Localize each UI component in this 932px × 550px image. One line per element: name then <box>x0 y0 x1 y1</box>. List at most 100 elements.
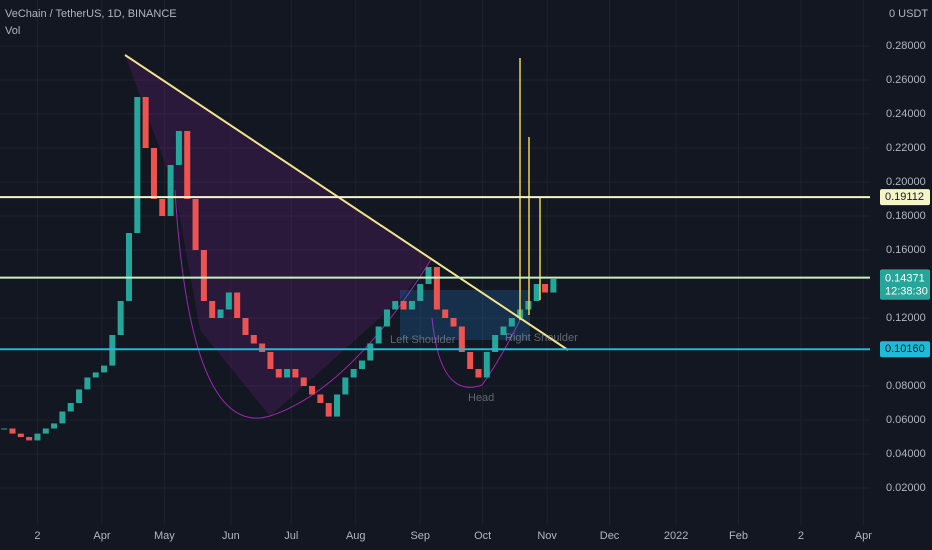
chart-title: VeChain / TetherUS, 1D, BINANCE <box>5 8 177 20</box>
y-tick-label: 0.26000 <box>886 74 926 86</box>
candle <box>417 284 424 302</box>
y-tick-label: 0.22000 <box>886 142 926 154</box>
level-label: 0.10160 <box>885 343 925 355</box>
candle <box>192 199 199 251</box>
candle <box>225 292 232 310</box>
candle <box>383 309 390 327</box>
x-tick-label: 2 <box>798 530 804 542</box>
candle <box>101 365 108 373</box>
price-box <box>880 269 930 300</box>
x-tick-label: Dec <box>600 530 620 542</box>
y-tick-label: 0.20000 <box>886 176 926 188</box>
annotation: Left Shoulder <box>390 334 456 346</box>
candle <box>209 301 216 319</box>
pattern-fill <box>125 55 432 416</box>
candle <box>284 369 291 378</box>
candle <box>350 369 357 378</box>
y-tick-label: 0.02000 <box>886 482 926 494</box>
level-label: 0.19112 <box>885 191 924 203</box>
candle <box>367 343 374 361</box>
candle <box>76 389 83 404</box>
x-tick-label: Apr <box>855 530 872 542</box>
x-tick-label: Aug <box>346 530 366 542</box>
candle <box>492 335 499 353</box>
y-tick-label: 0.24000 <box>886 108 926 120</box>
candle <box>267 352 274 370</box>
y-tick-label: 0.18000 <box>886 210 926 222</box>
candle <box>34 433 41 441</box>
candle <box>275 369 282 378</box>
candle <box>125 233 132 302</box>
candle <box>9 428 16 434</box>
candles <box>1 97 557 441</box>
candle <box>26 437 33 441</box>
candle <box>533 284 540 302</box>
candle <box>17 433 24 438</box>
candle <box>117 301 124 336</box>
candle <box>150 148 157 200</box>
candle <box>142 97 149 149</box>
candle <box>450 318 457 327</box>
candle <box>1 428 8 430</box>
candle <box>500 326 507 336</box>
candle <box>375 326 382 344</box>
annotation: Right Shoulder <box>505 332 578 344</box>
candle <box>425 267 432 285</box>
candle <box>475 369 482 378</box>
candle <box>433 267 440 310</box>
candle <box>358 360 365 370</box>
candle <box>184 131 191 200</box>
trend-line <box>124 54 569 351</box>
candle <box>217 309 224 319</box>
candle <box>259 343 266 353</box>
candle <box>159 199 166 217</box>
x-tick-label: 2022 <box>664 530 688 542</box>
x-tick-label: Jun <box>222 530 240 542</box>
candle <box>317 394 324 404</box>
candle <box>92 372 99 378</box>
head-arc <box>431 317 521 388</box>
x-tick-label: Apr <box>93 530 110 542</box>
candle <box>292 369 299 378</box>
candle <box>242 318 249 336</box>
annotation: Head <box>468 392 494 404</box>
candle <box>400 301 407 310</box>
candle <box>84 377 91 390</box>
levels <box>0 196 878 351</box>
candle <box>467 352 474 370</box>
candle <box>309 386 316 395</box>
candle <box>200 250 207 302</box>
candle <box>67 403 74 412</box>
candle <box>109 335 116 366</box>
candle <box>59 411 66 424</box>
y-tick-label: 0.06000 <box>886 414 926 426</box>
candle <box>167 165 174 217</box>
countdown: 12:38:30 <box>885 286 928 298</box>
x-tick-label: 2 <box>34 530 40 542</box>
candle <box>300 377 307 387</box>
candle <box>408 301 415 310</box>
chart-subtitle: Vol <box>5 25 20 37</box>
x-tick-label: Oct <box>474 530 491 542</box>
candle <box>325 403 332 417</box>
candle <box>483 352 490 378</box>
axis-header: 0 USDT <box>889 8 928 20</box>
candle <box>392 301 399 310</box>
candle <box>175 131 182 166</box>
x-tick-label: May <box>154 530 175 542</box>
y-tick-label: 0.12000 <box>886 312 926 324</box>
candle <box>42 428 49 434</box>
y-tick-label: 0.28000 <box>886 40 926 52</box>
candle <box>250 335 257 344</box>
x-tick-label: Feb <box>729 530 748 542</box>
candle <box>134 97 141 234</box>
x-tick-label: Sep <box>410 530 430 542</box>
candle <box>508 318 515 327</box>
y-tick-label: 0.04000 <box>886 448 926 460</box>
candle <box>550 278 557 293</box>
candle <box>542 284 549 293</box>
candle <box>51 423 58 429</box>
candle <box>234 292 241 319</box>
